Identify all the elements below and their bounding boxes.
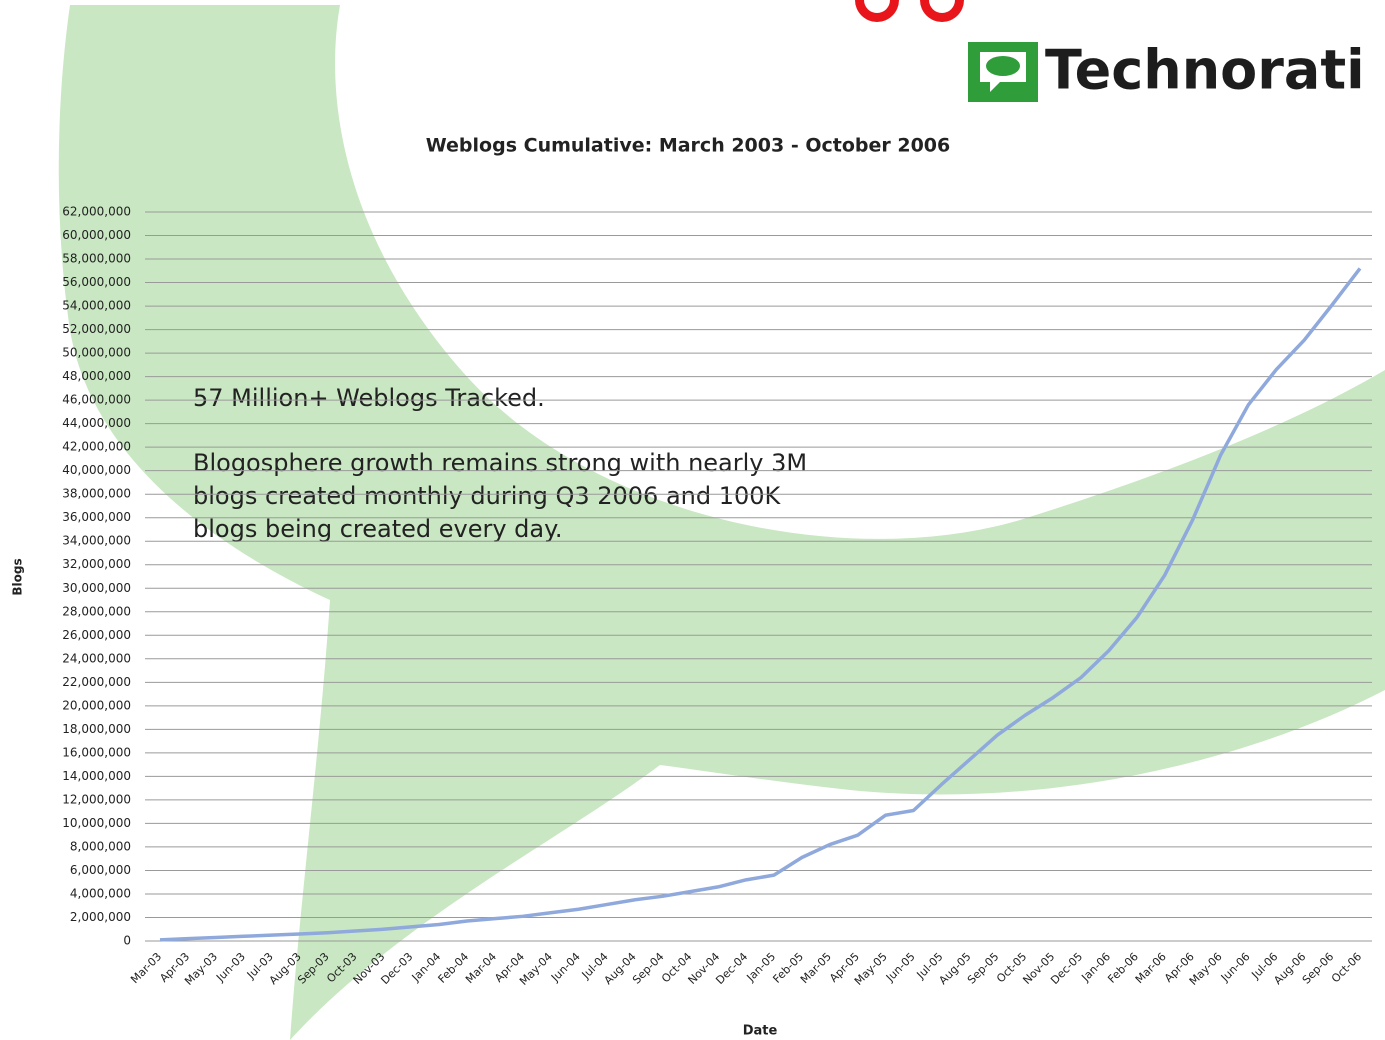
x-tick-label: Sep-06	[1300, 950, 1337, 987]
page: {"chart_data": {"type": "line", "brand":…	[0, 0, 1385, 1040]
y-tick-label: 32,000,000	[62, 557, 131, 571]
y-tick-label: 16,000,000	[62, 745, 131, 759]
y-tick-label: 62,000,000	[62, 205, 131, 219]
x-axis-label: Date	[743, 1024, 778, 1039]
y-tick-label: 48,000,000	[62, 369, 131, 383]
x-tick-label: Jun-05	[883, 950, 918, 985]
y-tick-label: 8,000,000	[70, 839, 131, 853]
y-tick-label: 20,000,000	[62, 698, 131, 712]
y-tick-label: 22,000,000	[62, 675, 131, 689]
x-tick-label: Mar-03	[128, 950, 164, 986]
y-tick-label: 26,000,000	[62, 628, 131, 642]
y-axis-label: Blogs	[11, 558, 25, 595]
x-tick-label: Jun-06	[1218, 950, 1253, 985]
y-tick-label: 50,000,000	[62, 346, 131, 360]
annotation: blogs being created every day.	[193, 515, 563, 543]
x-tick-label: Sep-04	[630, 950, 667, 987]
x-tick-label: Mar-05	[798, 950, 834, 986]
y-tick-label: 12,000,000	[62, 792, 131, 806]
annotation: blogs created monthly during Q3 2006 and…	[193, 482, 782, 510]
x-tick-label: Mar-04	[463, 950, 499, 986]
y-tick-label: 6,000,000	[70, 863, 131, 877]
y-tick-label: 42,000,000	[62, 440, 131, 454]
y-tick-label: 52,000,000	[62, 322, 131, 336]
x-tick-label: Dec-03	[378, 950, 415, 987]
y-tick-label: 36,000,000	[62, 510, 131, 524]
y-tick-label: 44,000,000	[62, 416, 131, 430]
x-tick-label: Jun-03	[213, 950, 248, 985]
y-tick-label: 18,000,000	[62, 722, 131, 736]
x-tick-label: Mar-06	[1133, 950, 1169, 986]
y-tick-label: 30,000,000	[62, 581, 131, 595]
y-tick-label: 34,000,000	[62, 534, 131, 548]
y-tick-label: 56,000,000	[62, 275, 131, 289]
y-tick-label: 54,000,000	[62, 299, 131, 313]
annotation: Blogosphere growth remains strong with n…	[193, 449, 807, 477]
y-tick-label: 58,000,000	[62, 252, 131, 266]
y-tick-label: 24,000,000	[62, 651, 131, 665]
y-tick-label: 46,000,000	[62, 393, 131, 407]
chart-title: Weblogs Cumulative: March 2003 - October…	[426, 135, 950, 157]
chart: Technorati Weblogs Cumulative: March 200…	[0, 0, 1385, 1040]
x-tick-label: Sep-05	[965, 950, 1002, 987]
red-decor	[855, 0, 964, 22]
y-tick-label: 14,000,000	[62, 769, 131, 783]
brand: Technorati	[1045, 39, 1365, 102]
x-tick-label: Jun-04	[548, 950, 583, 985]
y-tick-label: 4,000,000	[70, 886, 131, 900]
y-tick-label: 2,000,000	[70, 910, 131, 924]
technorati-logo-icon	[968, 42, 1038, 102]
x-tick-label: Dec-05	[1048, 950, 1085, 987]
y-tick-label: 10,000,000	[62, 816, 131, 830]
y-tick-label: 40,000,000	[62, 463, 131, 477]
x-tick-label: Oct-06	[1329, 950, 1364, 985]
x-tick-label: Dec-04	[713, 950, 750, 987]
y-tick-label: 60,000,000	[62, 228, 131, 242]
y-tick-label: 38,000,000	[62, 487, 131, 501]
y-tick-label: 28,000,000	[62, 604, 131, 618]
y-tick-label: 0	[123, 934, 131, 948]
annotation: 57 Million+ Weblogs Tracked.	[193, 384, 545, 412]
